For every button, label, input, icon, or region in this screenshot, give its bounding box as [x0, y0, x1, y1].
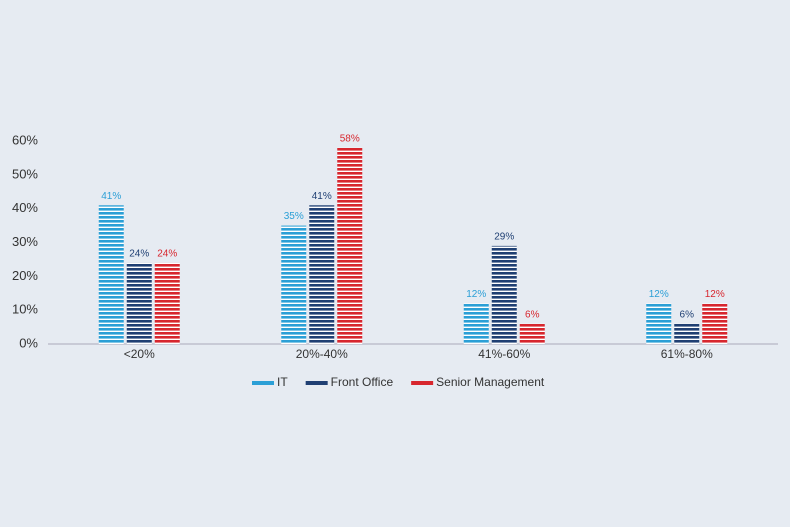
value-label: 58%	[340, 133, 360, 144]
value-label: 12%	[466, 289, 486, 300]
x-tick-label: 41%-60%	[478, 347, 530, 361]
value-label: 41%	[312, 191, 332, 202]
bar	[519, 323, 545, 344]
bar	[126, 262, 152, 344]
bar	[154, 262, 180, 344]
y-tick-label: 0%	[19, 335, 38, 350]
value-label: 6%	[525, 309, 540, 320]
bar	[337, 147, 363, 344]
legend-label: Senior Management	[436, 375, 545, 389]
bar	[702, 303, 728, 344]
y-tick-label: 50%	[12, 166, 38, 181]
value-label: 24%	[129, 248, 149, 259]
bar	[281, 225, 307, 344]
value-label: 12%	[705, 289, 725, 300]
x-tick-label: 20%-40%	[296, 347, 348, 361]
y-tick-label: 30%	[12, 234, 38, 249]
x-tick-label: <20%	[124, 347, 155, 361]
y-tick-label: 60%	[12, 132, 38, 147]
bar	[491, 245, 517, 344]
bar	[309, 205, 335, 344]
y-tick-label: 20%	[12, 268, 38, 283]
bar	[463, 303, 489, 344]
bar	[646, 303, 672, 344]
bar	[674, 323, 700, 344]
legend-label: Front Office	[331, 375, 394, 389]
legend-label: IT	[277, 375, 288, 389]
value-label: 35%	[284, 211, 304, 222]
value-label: 29%	[494, 232, 514, 243]
bar	[98, 205, 124, 344]
value-label: 41%	[101, 191, 121, 202]
y-tick-label: 10%	[12, 302, 38, 317]
value-label: 12%	[649, 289, 669, 300]
x-tick-label: 61%-80%	[661, 347, 713, 361]
y-tick-label: 40%	[12, 200, 38, 215]
value-label: 6%	[680, 309, 695, 320]
value-label: 24%	[157, 248, 177, 259]
